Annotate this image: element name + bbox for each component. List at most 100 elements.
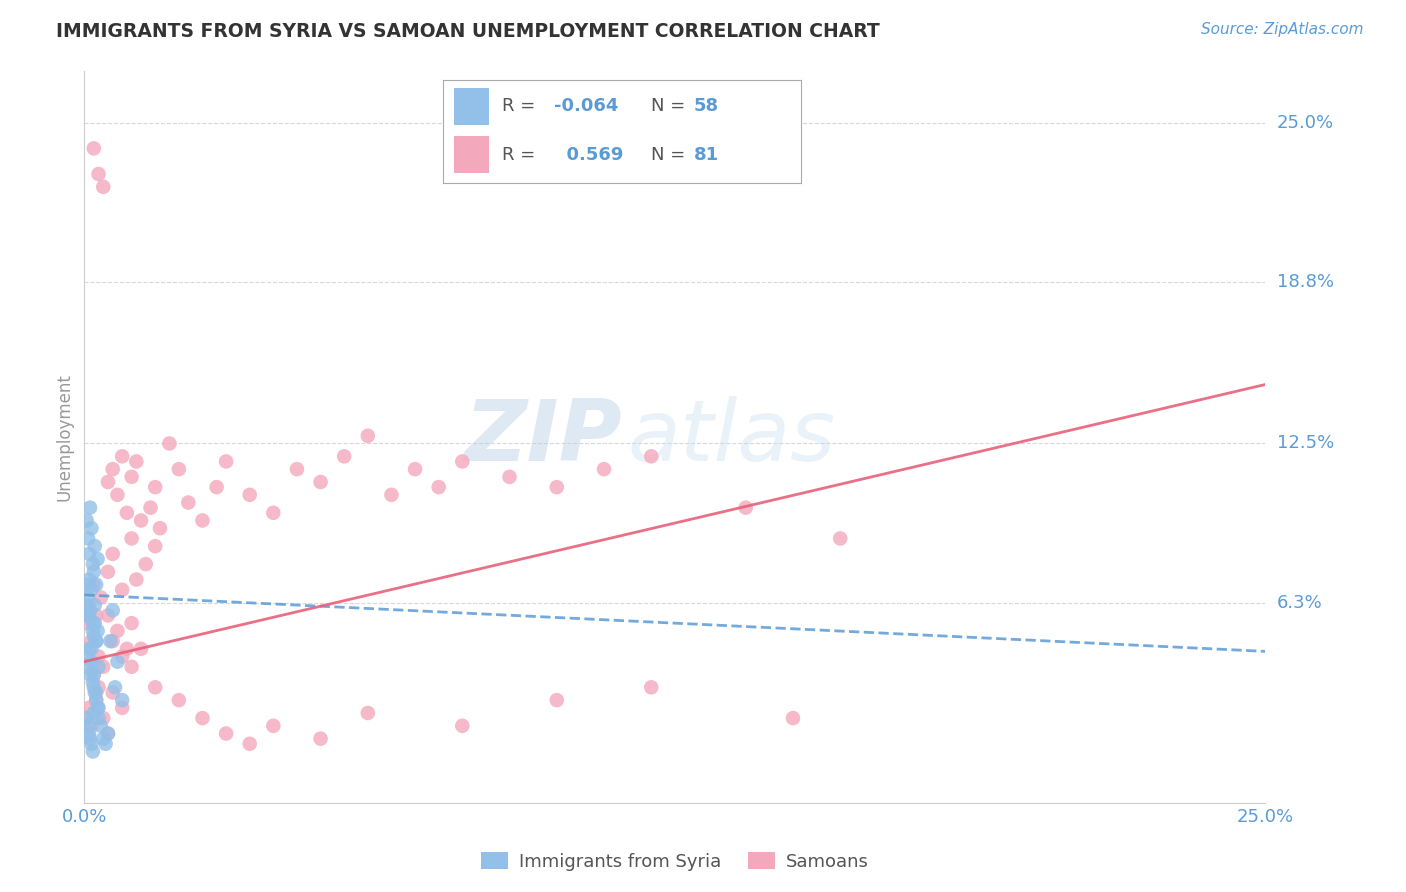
Point (77, 726, 100, 740)
Point (83, 598, 105, 612)
Point (546, 693, 568, 707)
Point (239, 488, 262, 502)
Point (101, 462, 124, 476)
Point (167, 693, 190, 707)
Point (205, 480, 228, 494)
Point (77, 598, 100, 612)
Point (191, 514, 214, 528)
Point (157, 436, 180, 450)
Point (76, 598, 98, 612)
Point (77, 660, 100, 674)
Point (91, 731, 114, 746)
Text: 18.8%: 18.8% (1277, 273, 1333, 291)
Point (97, 726, 120, 740)
Point (149, 521, 172, 535)
Bar (454, 136, 489, 173)
Point (135, 557, 157, 571)
Point (86, 552, 108, 566)
Point (143, 681, 166, 695)
Point (80, 719, 103, 733)
Point (498, 470, 520, 484)
Point (84, 693, 107, 707)
Point (90, 719, 112, 733)
Point (262, 719, 284, 733)
Point (76, 711, 98, 725)
Point (115, 641, 138, 656)
Point (83, 706, 105, 720)
Point (77, 547, 100, 561)
Point (94, 737, 117, 751)
Point (76, 514, 98, 528)
Point (84, 685, 107, 699)
Point (82, 557, 104, 571)
Point (640, 681, 662, 695)
Point (84, 693, 107, 707)
Text: -0.064: -0.064 (554, 97, 619, 115)
Point (97, 726, 120, 740)
Point (111, 582, 134, 597)
Point (427, 480, 450, 494)
Point (87, 711, 110, 725)
Point (115, 506, 138, 520)
Point (177, 495, 200, 509)
Point (309, 731, 332, 746)
Point (77, 573, 100, 587)
Point (84, 634, 107, 648)
Point (101, 547, 124, 561)
Point (593, 462, 616, 476)
Point (86, 701, 108, 715)
Point (84, 634, 107, 648)
Point (80, 737, 103, 751)
Point (734, 500, 756, 515)
Point (309, 475, 332, 489)
Point (143, 539, 166, 553)
Text: Source: ZipAtlas.com: Source: ZipAtlas.com (1201, 22, 1364, 37)
Point (87, 701, 110, 715)
Point (111, 450, 134, 464)
Point (83, 685, 105, 699)
Point (80, 641, 103, 656)
Text: atlas: atlas (627, 395, 835, 479)
Point (77, 701, 100, 715)
Point (239, 737, 262, 751)
Point (79, 667, 101, 681)
Point (357, 429, 380, 443)
Point (143, 480, 166, 494)
Point (91, 179, 114, 194)
Point (107, 488, 129, 502)
Text: 81: 81 (695, 145, 718, 163)
Point (111, 693, 134, 707)
Point (101, 603, 124, 617)
Point (83, 577, 105, 591)
Point (101, 634, 124, 648)
Point (87, 660, 110, 674)
Point (404, 462, 426, 476)
Bar (454, 88, 489, 126)
Point (98, 634, 121, 648)
Point (380, 488, 402, 502)
Point (782, 711, 804, 725)
Point (83, 539, 105, 553)
Point (111, 701, 134, 715)
Point (125, 573, 148, 587)
Point (83, 681, 105, 695)
Point (215, 454, 238, 468)
Point (83, 565, 105, 579)
Point (77, 641, 100, 656)
Point (451, 454, 474, 468)
Point (121, 616, 143, 631)
Point (77, 577, 100, 591)
Text: ZIP: ZIP (464, 395, 621, 479)
Point (83, 667, 105, 681)
Point (333, 450, 356, 464)
Point (80, 582, 103, 597)
Point (79, 731, 101, 746)
Point (97, 565, 120, 579)
Text: IMMIGRANTS FROM SYRIA VS SAMOAN UNEMPLOYMENT CORRELATION CHART: IMMIGRANTS FROM SYRIA VS SAMOAN UNEMPLOY… (56, 22, 880, 41)
Text: 12.5%: 12.5% (1277, 434, 1334, 452)
Point (97, 475, 120, 489)
Point (121, 470, 143, 484)
Point (191, 711, 214, 725)
Point (83, 141, 105, 155)
Point (80, 634, 103, 648)
